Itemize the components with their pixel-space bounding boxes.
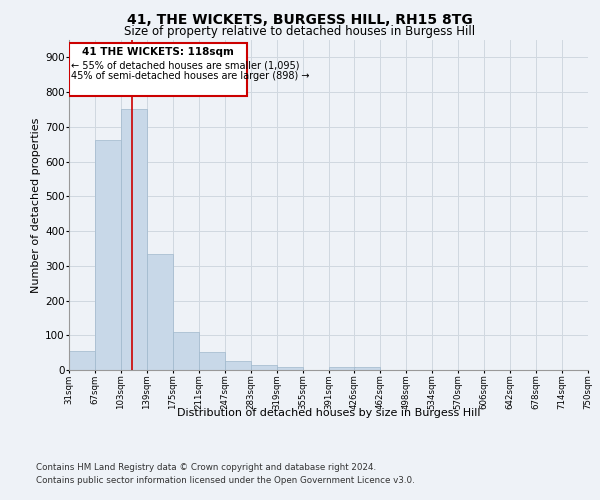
Bar [121, 110, 147, 370]
Bar [277, 366, 303, 370]
Text: 41, THE WICKETS, BURGESS HILL, RH15 8TG: 41, THE WICKETS, BURGESS HILL, RH15 8TG [127, 12, 473, 26]
Bar [354, 367, 380, 370]
Bar [199, 352, 225, 370]
Bar [69, 351, 95, 370]
Y-axis label: Number of detached properties: Number of detached properties [31, 118, 41, 292]
Bar [173, 332, 199, 370]
Bar [147, 254, 173, 370]
Bar [329, 367, 355, 370]
Text: 41 THE WICKETS: 118sqm: 41 THE WICKETS: 118sqm [82, 47, 234, 57]
Bar [251, 365, 277, 370]
Text: ← 55% of detached houses are smaller (1,095): ← 55% of detached houses are smaller (1,… [71, 60, 299, 70]
FancyBboxPatch shape [69, 43, 247, 96]
Text: Distribution of detached houses by size in Burgess Hill: Distribution of detached houses by size … [177, 408, 481, 418]
Text: Contains public sector information licensed under the Open Government Licence v3: Contains public sector information licen… [36, 476, 415, 485]
Bar [95, 140, 121, 370]
Text: 45% of semi-detached houses are larger (898) →: 45% of semi-detached houses are larger (… [71, 72, 310, 82]
Text: Contains HM Land Registry data © Crown copyright and database right 2024.: Contains HM Land Registry data © Crown c… [36, 462, 376, 471]
Text: Size of property relative to detached houses in Burgess Hill: Size of property relative to detached ho… [124, 25, 476, 38]
Bar [225, 362, 251, 370]
